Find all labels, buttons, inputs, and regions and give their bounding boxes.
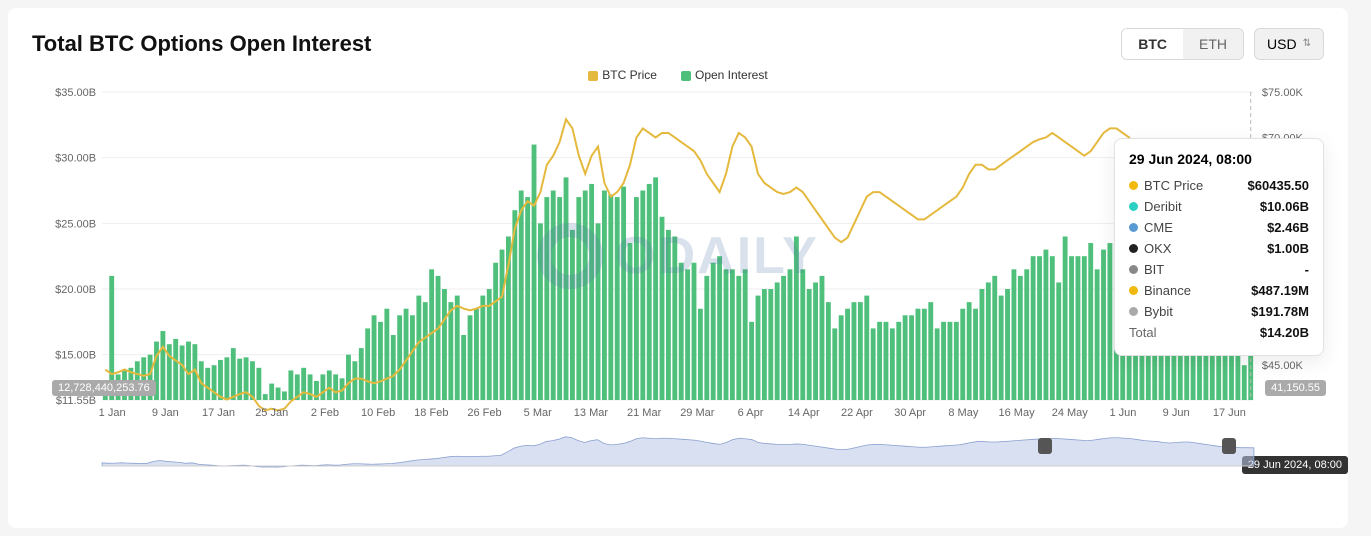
tooltip-datetime: 29 Jun 2024, 08:00 bbox=[1129, 151, 1309, 167]
svg-text:17 Jan: 17 Jan bbox=[202, 407, 235, 419]
svg-text:17 Jun: 17 Jun bbox=[1213, 407, 1246, 419]
page-title: Total BTC Options Open Interest bbox=[32, 31, 371, 57]
y-left-cursor-badge: 12,728,440,253.76 bbox=[52, 380, 156, 396]
tooltip-total: Total $14.20B bbox=[1129, 322, 1309, 343]
svg-text:2 Feb: 2 Feb bbox=[311, 407, 339, 419]
svg-text:14 Apr: 14 Apr bbox=[788, 407, 820, 419]
chart-area[interactable]: ODAILY $11.55B$15.00B$20.00B$25.00B$30.0… bbox=[32, 86, 1324, 426]
svg-text:$30.00B: $30.00B bbox=[55, 153, 96, 165]
svg-text:29 Mar: 29 Mar bbox=[680, 407, 715, 419]
svg-text:5 Mar: 5 Mar bbox=[524, 407, 552, 419]
svg-text:$20.00B: $20.00B bbox=[55, 284, 96, 296]
svg-text:1 Jan: 1 Jan bbox=[99, 407, 126, 419]
svg-text:21 Mar: 21 Mar bbox=[627, 407, 662, 419]
svg-text:25 Jan: 25 Jan bbox=[255, 407, 288, 419]
currency-value: USD bbox=[1267, 36, 1297, 52]
svg-text:6 Apr: 6 Apr bbox=[738, 407, 764, 419]
svg-text:$25.00B: $25.00B bbox=[55, 218, 96, 230]
chevron-updown-icon: ⇅ bbox=[1303, 39, 1311, 49]
currency-select[interactable]: USD ⇅ bbox=[1254, 28, 1324, 60]
brush-svg bbox=[32, 428, 1324, 470]
tab-eth[interactable]: ETH bbox=[1183, 29, 1243, 59]
svg-text:18 Feb: 18 Feb bbox=[414, 407, 448, 419]
svg-text:1 Jun: 1 Jun bbox=[1109, 407, 1136, 419]
svg-text:8 May: 8 May bbox=[948, 407, 978, 419]
svg-text:$35.00B: $35.00B bbox=[55, 87, 96, 99]
svg-text:9 Jan: 9 Jan bbox=[152, 407, 179, 419]
tooltip-row: Bybit$191.78M bbox=[1129, 301, 1309, 322]
tooltip-row: BTC Price$60435.50 bbox=[1129, 175, 1309, 196]
brush-handle-left[interactable] bbox=[1038, 438, 1052, 454]
svg-text:$45.00K: $45.00K bbox=[1262, 360, 1304, 372]
legend-price: BTC Price bbox=[588, 68, 657, 82]
svg-text:10 Feb: 10 Feb bbox=[361, 407, 395, 419]
header-controls: BTC ETH USD ⇅ bbox=[1121, 28, 1324, 60]
svg-text:22 Apr: 22 Apr bbox=[841, 407, 873, 419]
svg-text:13 Mar: 13 Mar bbox=[574, 407, 609, 419]
tab-btc[interactable]: BTC bbox=[1122, 29, 1183, 59]
tooltip-row: OKX$1.00B bbox=[1129, 238, 1309, 259]
svg-text:24 May: 24 May bbox=[1052, 407, 1089, 419]
svg-text:16 May: 16 May bbox=[998, 407, 1035, 419]
chart-card: Total BTC Options Open Interest BTC ETH … bbox=[8, 8, 1348, 528]
brush-scrubber[interactable] bbox=[32, 428, 1324, 470]
tooltip-row: Binance$487.19M bbox=[1129, 280, 1309, 301]
svg-text:$75.00K: $75.00K bbox=[1262, 87, 1304, 99]
tooltip: 29 Jun 2024, 08:00 BTC Price$60435.50Der… bbox=[1114, 138, 1324, 356]
legend-oi: Open Interest bbox=[681, 68, 768, 82]
asset-toggle: BTC ETH bbox=[1121, 28, 1244, 60]
tooltip-row: BIT- bbox=[1129, 259, 1309, 280]
svg-text:9 Jun: 9 Jun bbox=[1163, 407, 1190, 419]
svg-text:$11.55B: $11.55B bbox=[56, 395, 96, 407]
header: Total BTC Options Open Interest BTC ETH … bbox=[32, 28, 1324, 60]
brush-handle-right[interactable] bbox=[1222, 438, 1236, 454]
tooltip-row: Deribit$10.06B bbox=[1129, 196, 1309, 217]
y-right-cursor-badge: 41,150.55 bbox=[1265, 380, 1326, 396]
legend: BTC Price Open Interest bbox=[32, 68, 1324, 82]
tooltip-row: CME$2.46B bbox=[1129, 217, 1309, 238]
svg-text:26 Feb: 26 Feb bbox=[467, 407, 501, 419]
svg-text:$15.00B: $15.00B bbox=[55, 350, 96, 362]
svg-text:30 Apr: 30 Apr bbox=[894, 407, 926, 419]
